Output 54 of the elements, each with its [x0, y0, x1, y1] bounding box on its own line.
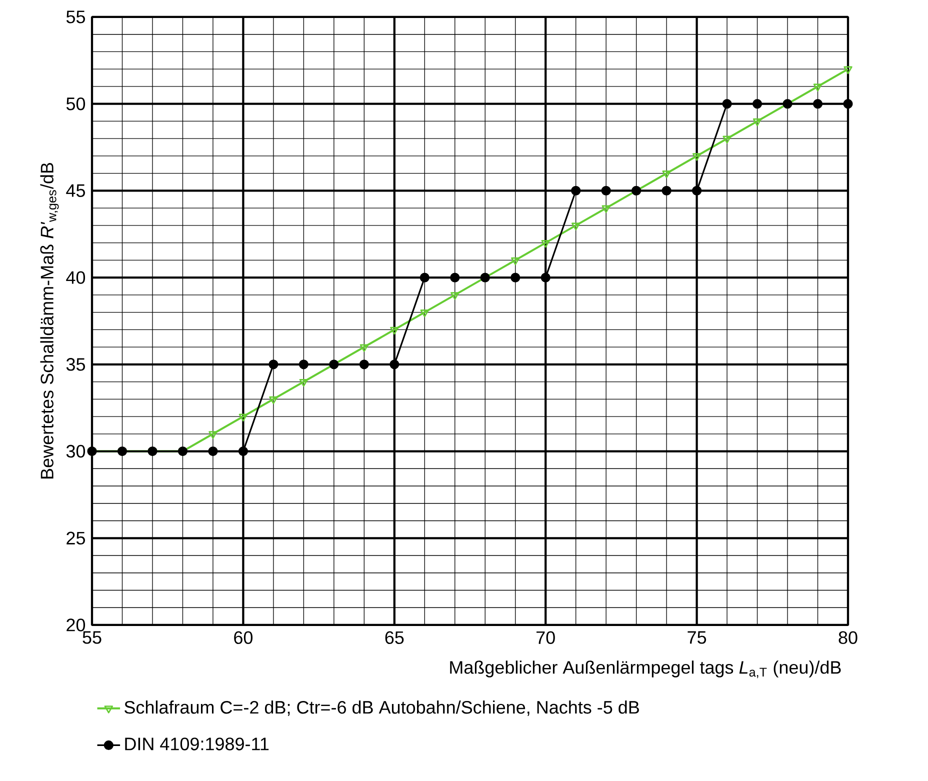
point [662, 186, 672, 196]
x-tick-label: 75 [688, 631, 706, 644]
point [238, 446, 248, 456]
x-tick-label: 55 [82, 631, 102, 644]
point [602, 205, 610, 214]
point [390, 360, 400, 370]
point [238, 414, 248, 422]
point [813, 84, 822, 92]
point [268, 360, 278, 370]
point [812, 99, 823, 109]
point [722, 136, 732, 144]
x-tick-label: 65 [385, 631, 404, 644]
point [359, 360, 369, 370]
point [844, 66, 852, 74]
point [420, 310, 430, 318]
point [571, 186, 581, 196]
point [450, 292, 460, 300]
x-axis-title: Maßgeblicher Außenlärmpegel tags L$_{a,T}$ (neu)/dB [450, 660, 841, 678]
y-tick-label: 50 [66, 97, 86, 110]
point [662, 170, 671, 178]
point [752, 118, 762, 126]
point [843, 99, 853, 109]
point [208, 431, 218, 439]
point [752, 99, 762, 109]
point [692, 153, 702, 161]
x-tick-label: 70 [536, 631, 555, 644]
y-axis-title: Bewertetes Schalldämm-Maß R'$_{w,ges}$/dB [40, 162, 59, 478]
point [298, 360, 308, 370]
point [541, 240, 550, 248]
point [360, 344, 369, 352]
point [511, 257, 520, 266]
legend-label: DIN 4109:1989-11 [125, 738, 269, 750]
y-tick-label: 55 [66, 10, 85, 24]
point [299, 378, 308, 387]
point [571, 222, 580, 230]
y-tick-label: 20 [66, 618, 86, 632]
point [390, 326, 399, 335]
y-tick-label: 30 [66, 444, 86, 458]
point [450, 272, 460, 282]
point [540, 272, 550, 282]
point [208, 446, 218, 456]
point [722, 99, 732, 109]
y-tick-label: 25 [66, 532, 85, 544]
point [510, 272, 520, 282]
point [269, 396, 278, 404]
y-tick-label: 40 [66, 271, 86, 284]
x-tick-label: 60 [234, 631, 253, 644]
x-tick-label: 80 [838, 631, 858, 644]
y-tick-label: 35 [66, 358, 85, 371]
point [420, 272, 430, 282]
point [601, 186, 611, 196]
y-tick-label: 45 [66, 184, 85, 197]
legend-label: Schlafraum C=-2 dB; Ctr=-6 dB Autobahn/Schiene, Nachts -5 dB [124, 700, 639, 716]
point [692, 186, 702, 196]
